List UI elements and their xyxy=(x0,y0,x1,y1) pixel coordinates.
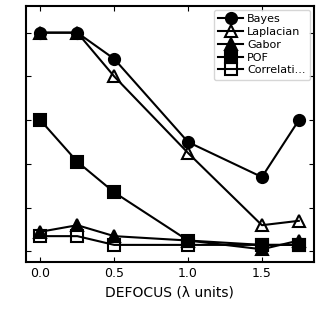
Bayes xyxy=(297,118,301,122)
Bayes xyxy=(260,175,264,179)
Correlati... xyxy=(260,243,264,247)
POF xyxy=(186,239,190,243)
Correlati... xyxy=(38,234,42,238)
Gabor xyxy=(38,230,42,234)
Bayes xyxy=(76,31,79,35)
X-axis label: DEFOCUS (λ units): DEFOCUS (λ units) xyxy=(105,286,234,300)
Correlati... xyxy=(186,243,190,247)
Laplacian xyxy=(38,31,42,35)
Gabor xyxy=(297,239,301,243)
Line: Gabor: Gabor xyxy=(35,220,304,255)
Laplacian xyxy=(76,31,79,35)
Line: Bayes: Bayes xyxy=(35,27,304,183)
Gabor xyxy=(112,234,116,238)
Gabor xyxy=(186,239,190,243)
Line: Laplacian: Laplacian xyxy=(35,27,304,231)
Laplacian xyxy=(186,151,190,155)
Line: Correlati...: Correlati... xyxy=(35,231,304,251)
POF xyxy=(297,243,301,247)
Laplacian xyxy=(297,219,301,223)
Bayes xyxy=(38,31,42,35)
Laplacian xyxy=(260,223,264,227)
Bayes xyxy=(186,140,190,144)
Correlati... xyxy=(297,243,301,247)
Gabor xyxy=(260,247,264,251)
Correlati... xyxy=(112,243,116,247)
Bayes xyxy=(112,57,116,61)
POF xyxy=(112,190,116,194)
Legend: Bayes, Laplacian, Gabor, POF, Correlati...: Bayes, Laplacian, Gabor, POF, Correlati.… xyxy=(214,10,310,80)
Line: POF: POF xyxy=(35,115,304,251)
POF xyxy=(38,118,42,122)
POF xyxy=(260,243,264,247)
Correlati... xyxy=(76,234,79,238)
Gabor xyxy=(76,223,79,227)
Laplacian xyxy=(112,75,116,78)
POF xyxy=(76,160,79,164)
